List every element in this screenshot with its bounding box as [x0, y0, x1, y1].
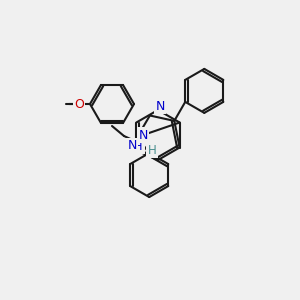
Text: NH: NH: [126, 140, 144, 152]
Text: N: N: [128, 139, 137, 152]
Text: H: H: [148, 143, 156, 157]
Text: N: N: [139, 129, 148, 142]
Text: N: N: [155, 100, 165, 112]
Text: O: O: [74, 98, 84, 110]
